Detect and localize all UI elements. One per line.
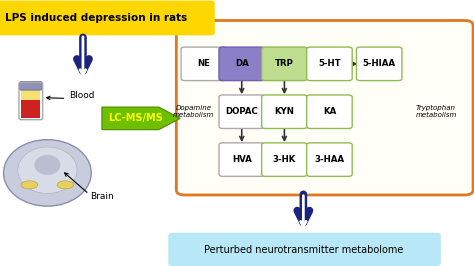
Text: 5-HIAA: 5-HIAA bbox=[363, 59, 396, 68]
FancyBboxPatch shape bbox=[307, 143, 352, 176]
FancyBboxPatch shape bbox=[219, 143, 264, 176]
FancyBboxPatch shape bbox=[21, 100, 40, 118]
Ellipse shape bbox=[4, 140, 91, 206]
FancyArrow shape bbox=[102, 107, 180, 130]
FancyBboxPatch shape bbox=[262, 95, 307, 128]
FancyBboxPatch shape bbox=[307, 95, 352, 128]
Text: Tryptophan
metabolism: Tryptophan metabolism bbox=[415, 105, 457, 118]
Ellipse shape bbox=[18, 147, 77, 194]
FancyBboxPatch shape bbox=[176, 20, 473, 195]
FancyBboxPatch shape bbox=[168, 233, 441, 266]
Text: KA: KA bbox=[323, 107, 336, 116]
Text: Dopamine
metabolism: Dopamine metabolism bbox=[173, 105, 214, 118]
Text: DOPAC: DOPAC bbox=[225, 107, 258, 116]
Ellipse shape bbox=[57, 181, 74, 189]
Ellipse shape bbox=[21, 181, 37, 189]
FancyBboxPatch shape bbox=[262, 143, 307, 176]
FancyBboxPatch shape bbox=[356, 47, 402, 81]
Text: Perturbed neurotransmitter metabolome: Perturbed neurotransmitter metabolome bbox=[204, 244, 403, 255]
FancyBboxPatch shape bbox=[219, 95, 264, 128]
Text: KYN: KYN bbox=[274, 107, 294, 116]
Text: 3-HK: 3-HK bbox=[273, 155, 296, 164]
Text: 5-HT: 5-HT bbox=[318, 59, 341, 68]
Text: NE: NE bbox=[197, 59, 210, 68]
FancyBboxPatch shape bbox=[262, 47, 307, 81]
Ellipse shape bbox=[35, 155, 61, 175]
FancyBboxPatch shape bbox=[181, 47, 227, 81]
Text: LC-MS/MS: LC-MS/MS bbox=[108, 113, 163, 123]
Text: LPS induced depression in rats: LPS induced depression in rats bbox=[5, 13, 187, 23]
FancyBboxPatch shape bbox=[307, 47, 352, 81]
FancyBboxPatch shape bbox=[0, 1, 215, 35]
Text: Brain: Brain bbox=[90, 192, 114, 201]
Text: TRP: TRP bbox=[275, 59, 294, 68]
Text: HVA: HVA bbox=[232, 155, 252, 164]
FancyBboxPatch shape bbox=[19, 82, 42, 90]
Text: DA: DA bbox=[235, 59, 249, 68]
Text: 3-HAA: 3-HAA bbox=[314, 155, 345, 164]
FancyBboxPatch shape bbox=[219, 47, 264, 81]
Text: Blood: Blood bbox=[69, 91, 94, 100]
FancyBboxPatch shape bbox=[21, 89, 40, 100]
